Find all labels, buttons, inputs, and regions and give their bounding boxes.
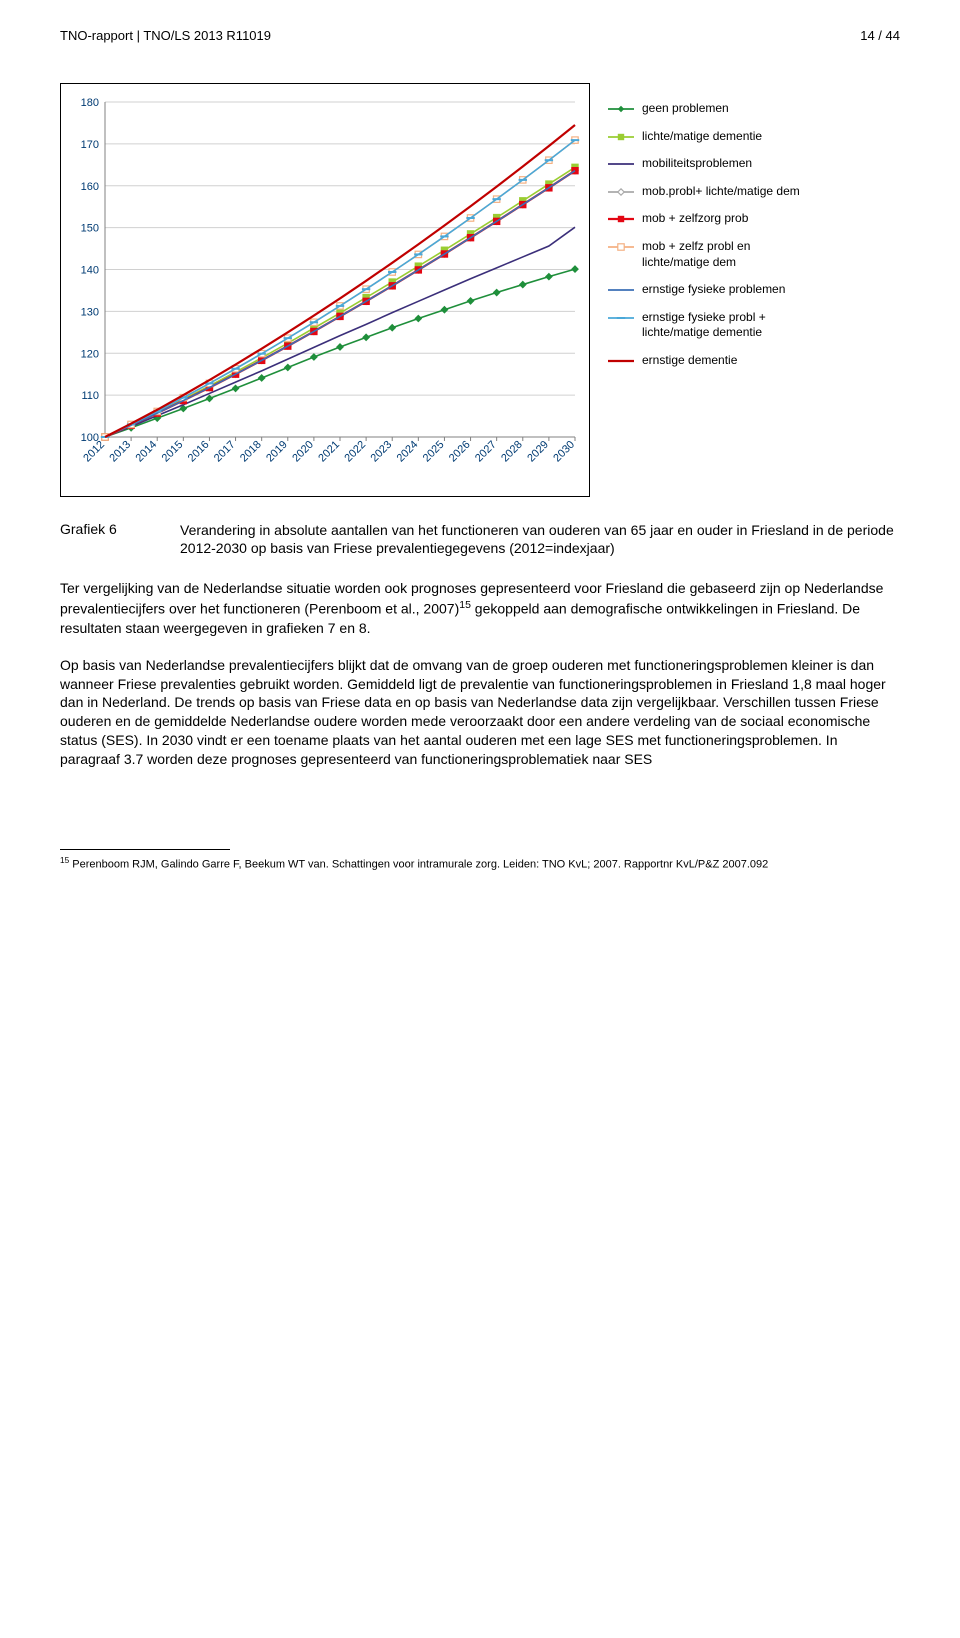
svg-text:2014: 2014 xyxy=(134,439,160,465)
header-left: TNO-rapport | TNO/LS 2013 R11019 xyxy=(60,28,271,43)
svg-text:2019: 2019 xyxy=(264,439,290,465)
chart-with-legend: 1001101201301401501601701802012201320142… xyxy=(60,83,900,497)
legend-item: lichte/matige dementie xyxy=(608,129,808,145)
legend-swatch-icon xyxy=(608,284,634,296)
chart-svg: 1001101201301401501601701802012201320142… xyxy=(65,92,585,492)
legend-label: ernstige fysieke problemen xyxy=(642,282,785,298)
svg-text:120: 120 xyxy=(81,348,99,360)
svg-text:2015: 2015 xyxy=(160,439,186,465)
svg-text:2026: 2026 xyxy=(447,439,473,465)
legend-swatch-icon xyxy=(608,103,634,115)
legend-item: geen problemen xyxy=(608,101,808,117)
svg-text:2030: 2030 xyxy=(551,439,577,465)
page-container: TNO-rapport | TNO/LS 2013 R11019 14 / 44… xyxy=(0,0,960,912)
legend-label: mob + zelfz probl en lichte/matige dem xyxy=(642,239,808,270)
svg-text:2020: 2020 xyxy=(290,439,316,465)
footnote-15: 15 Perenboom RJM, Galindo Garre F, Beeku… xyxy=(60,856,900,872)
chart-plot-box: 1001101201301401501601701802012201320142… xyxy=(60,83,590,497)
caption-label: Grafiek 6 xyxy=(60,521,150,557)
figure-caption: Grafiek 6 Verandering in absolute aantal… xyxy=(60,521,900,557)
svg-text:170: 170 xyxy=(81,139,99,151)
svg-text:130: 130 xyxy=(81,306,99,318)
legend-item: mob + zelfz probl en lichte/matige dem xyxy=(608,239,808,270)
legend-item: mob.probl+ lichte/matige dem xyxy=(608,184,808,200)
svg-text:2022: 2022 xyxy=(342,439,368,465)
legend-label: mob.probl+ lichte/matige dem xyxy=(642,184,800,200)
legend-swatch-icon xyxy=(608,158,634,170)
legend-item: mob + zelfzorg prob xyxy=(608,211,808,227)
header-right: 14 / 44 xyxy=(860,28,900,43)
legend-label: mob + zelfzorg prob xyxy=(642,211,748,227)
page-header: TNO-rapport | TNO/LS 2013 R11019 14 / 44 xyxy=(60,28,900,43)
svg-text:2029: 2029 xyxy=(525,439,551,465)
legend-swatch-icon xyxy=(608,186,634,198)
legend-label: mobiliteitsproblemen xyxy=(642,156,752,172)
legend-item: ernstige fysieke probl + lichte/matige d… xyxy=(608,310,808,341)
paragraph-2: Op basis van Nederlandse prevalentiecijf… xyxy=(60,656,900,769)
svg-text:110: 110 xyxy=(81,390,99,402)
svg-text:2027: 2027 xyxy=(473,439,499,465)
svg-text:160: 160 xyxy=(81,181,99,193)
legend-item: ernstige fysieke problemen xyxy=(608,282,808,298)
svg-text:2023: 2023 xyxy=(369,439,395,465)
svg-text:2017: 2017 xyxy=(212,439,238,465)
footnote-ref-15: 15 xyxy=(459,599,471,611)
footnote-text: Perenboom RJM, Galindo Garre F, Beekum W… xyxy=(69,859,768,871)
legend-label: lichte/matige dementie xyxy=(642,129,762,145)
footnote-number: 15 xyxy=(60,856,69,865)
svg-text:2018: 2018 xyxy=(238,439,264,465)
legend-item: mobiliteitsproblemen xyxy=(608,156,808,172)
svg-text:140: 140 xyxy=(81,265,99,277)
footnote-separator xyxy=(60,849,230,850)
svg-text:2016: 2016 xyxy=(186,439,212,465)
chart-legend: geen problemen lichte/matige dementie mobi… xyxy=(608,83,808,381)
svg-text:150: 150 xyxy=(81,223,99,235)
caption-text: Verandering in absolute aantallen van he… xyxy=(180,521,900,557)
svg-text:2028: 2028 xyxy=(499,439,525,465)
svg-text:2021: 2021 xyxy=(316,439,342,465)
svg-text:2024: 2024 xyxy=(395,439,421,465)
svg-text:2025: 2025 xyxy=(421,439,447,465)
legend-item: ernstige dementie xyxy=(608,353,808,369)
legend-swatch-icon xyxy=(608,355,634,367)
legend-swatch-icon xyxy=(608,241,634,253)
svg-text:180: 180 xyxy=(81,97,99,109)
svg-text:2013: 2013 xyxy=(107,439,133,465)
legend-label: ernstige fysieke probl + lichte/matige d… xyxy=(642,310,808,341)
legend-swatch-icon xyxy=(608,312,634,324)
legend-swatch-icon xyxy=(608,213,634,225)
legend-label: geen problemen xyxy=(642,101,729,117)
legend-swatch-icon xyxy=(608,131,634,143)
paragraph-1: Ter vergelijking van de Nederlandse situ… xyxy=(60,579,900,637)
legend-label: ernstige dementie xyxy=(642,353,737,369)
